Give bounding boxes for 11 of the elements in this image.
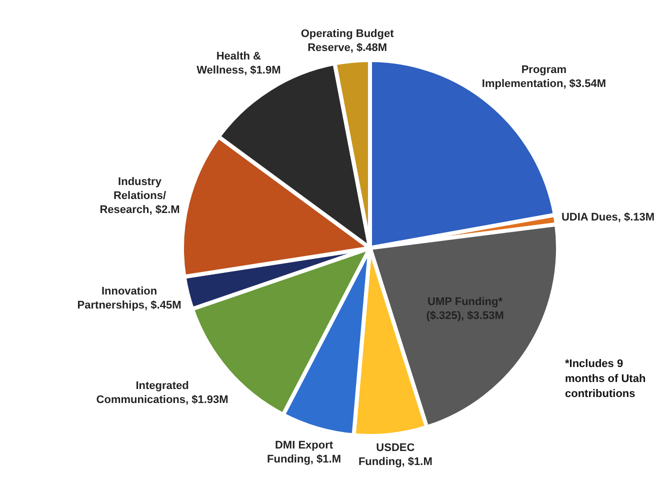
slice-label: Innovation Partnerships, $.45M [77,285,182,312]
slice-label: Operating Budget Reserve, $.48M [300,28,394,54]
slice-label: DMI Export Funding, $1.M [267,440,341,466]
slice-label: UMP Funding* ($.325), $3.53M [426,296,504,322]
slice-label: Health & Wellness, $1.9M [196,50,281,77]
text: *Includes 9 months of Utah contributions [565,357,647,402]
slice-label: UDIA Dues, $.13M [561,212,655,224]
slice-label: USDEC Funding, $1.M [358,442,432,468]
slice-label: Integrated Communications, $1.93M [96,380,228,406]
slice-label: Industry Relations/ Research, $2.M [100,176,180,216]
slice-label: Program Implementation, $3.54M [482,64,606,90]
